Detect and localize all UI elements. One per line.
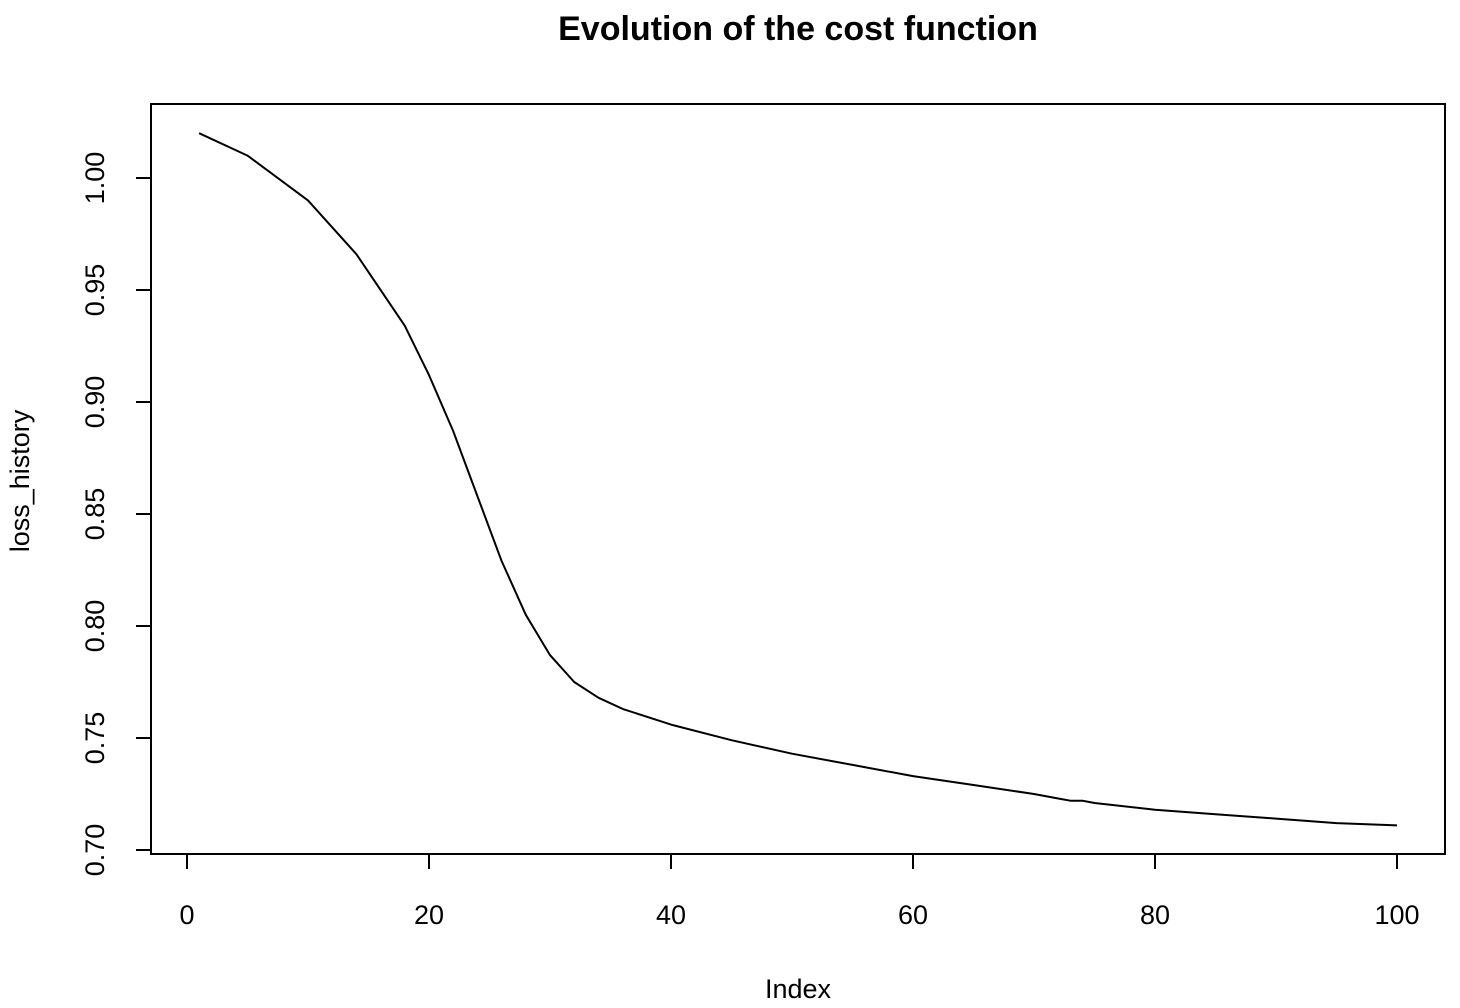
x-tick-label: 20 [414, 900, 444, 930]
y-tick-label: 1.00 [80, 152, 110, 205]
y-axis: 0.70 0.75 0.80 0.85 0.90 0.95 1.00 [80, 152, 152, 877]
y-tick-label: 0.85 [80, 488, 110, 541]
x-axis-label: Index [765, 974, 832, 1004]
x-tick-label: 60 [898, 900, 928, 930]
y-tick-label: 0.80 [80, 600, 110, 653]
y-tick-label: 0.75 [80, 712, 110, 765]
x-tick-label: 80 [1140, 900, 1170, 930]
y-tick-label: 0.70 [80, 824, 110, 877]
y-axis-label: loss_history [5, 409, 35, 552]
y-tick-label: 0.95 [80, 264, 110, 317]
x-tick-label: 100 [1374, 900, 1419, 930]
chart-title: Evolution of the cost function [558, 10, 1038, 48]
y-tick-label: 0.90 [80, 376, 110, 429]
plot-frame [150, 103, 1446, 855]
x-tick-label: 0 [179, 900, 194, 930]
series-layer [198, 132, 1398, 827]
series-line [198, 132, 1398, 827]
x-axis: 0 20 40 60 80 100 [179, 853, 1420, 930]
x-tick-label: 40 [656, 900, 686, 930]
